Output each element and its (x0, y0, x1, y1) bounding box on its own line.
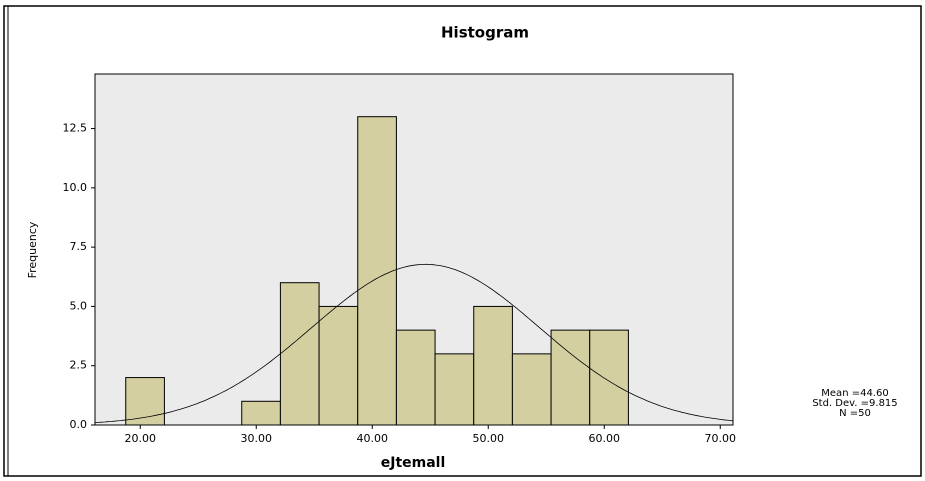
bar (279, 282, 320, 426)
bar (125, 377, 165, 426)
x-tick-label: 40.00 (356, 432, 388, 445)
bar (589, 329, 629, 426)
normal-curve (94, 263, 734, 423)
bar (395, 329, 436, 426)
stat-mean: Mean =44.60 (821, 388, 888, 399)
bar (357, 116, 397, 426)
x-tick-label: 60.00 (588, 432, 620, 445)
y-axis-title: Frequency (26, 221, 39, 278)
bar (241, 400, 281, 426)
x-tick-label: 30.00 (240, 432, 272, 445)
y-tick-label: 12.5 (63, 122, 88, 135)
bar (318, 305, 359, 426)
x-tick-label: 20.00 (124, 432, 156, 445)
y-tick-label: 0.0 (70, 418, 88, 431)
y-tick-label: 7.5 (70, 240, 88, 253)
stat-std-dev: Std. Dev. =9.815 (812, 398, 897, 409)
y-tick-label: 10.0 (63, 181, 88, 194)
bar (511, 353, 552, 426)
bar (434, 353, 475, 426)
y-tick-label: 5.0 (70, 299, 88, 312)
x-axis-title: eJtemall (381, 455, 446, 471)
stat-n: N =50 (839, 408, 871, 419)
bar (473, 305, 513, 426)
y-tick-label: 2.5 (70, 359, 88, 372)
bar (550, 329, 591, 426)
chart-title: Histogram (441, 24, 529, 42)
x-tick-label: 70.00 (704, 432, 736, 445)
x-tick-label: 50.00 (472, 432, 504, 445)
